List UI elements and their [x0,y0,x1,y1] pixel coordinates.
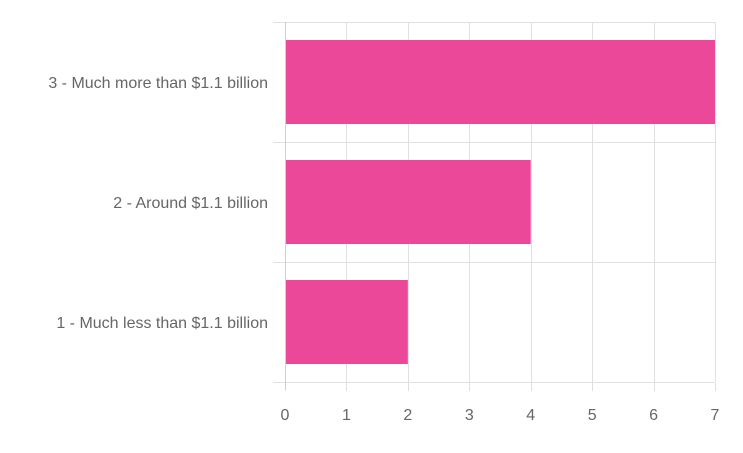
tick-labels: 0 1 2 3 4 5 6 7 [281,407,720,424]
category-label: 2 - Around $1.1 billion [113,195,268,212]
bar [285,40,715,124]
tick-label-x: 2 [403,407,412,424]
category-label: 3 - Much more than $1.1 billion [48,75,268,92]
bar [285,280,408,364]
tick-label-x: 3 [465,407,474,424]
tick-label-x: 5 [588,407,597,424]
bars [285,40,715,364]
tick-label-x: 6 [649,407,658,424]
tick-label-x: 4 [526,407,535,424]
tick-label-x: 1 [342,407,351,424]
tick-label-x: 0 [281,407,290,424]
category-label: 1 - Much less than $1.1 billion [56,315,268,332]
tick-label-x: 7 [711,407,720,424]
category-labels: 3 - Much more than $1.1 billion 2 - Aroun… [48,75,268,332]
bar [285,160,531,244]
